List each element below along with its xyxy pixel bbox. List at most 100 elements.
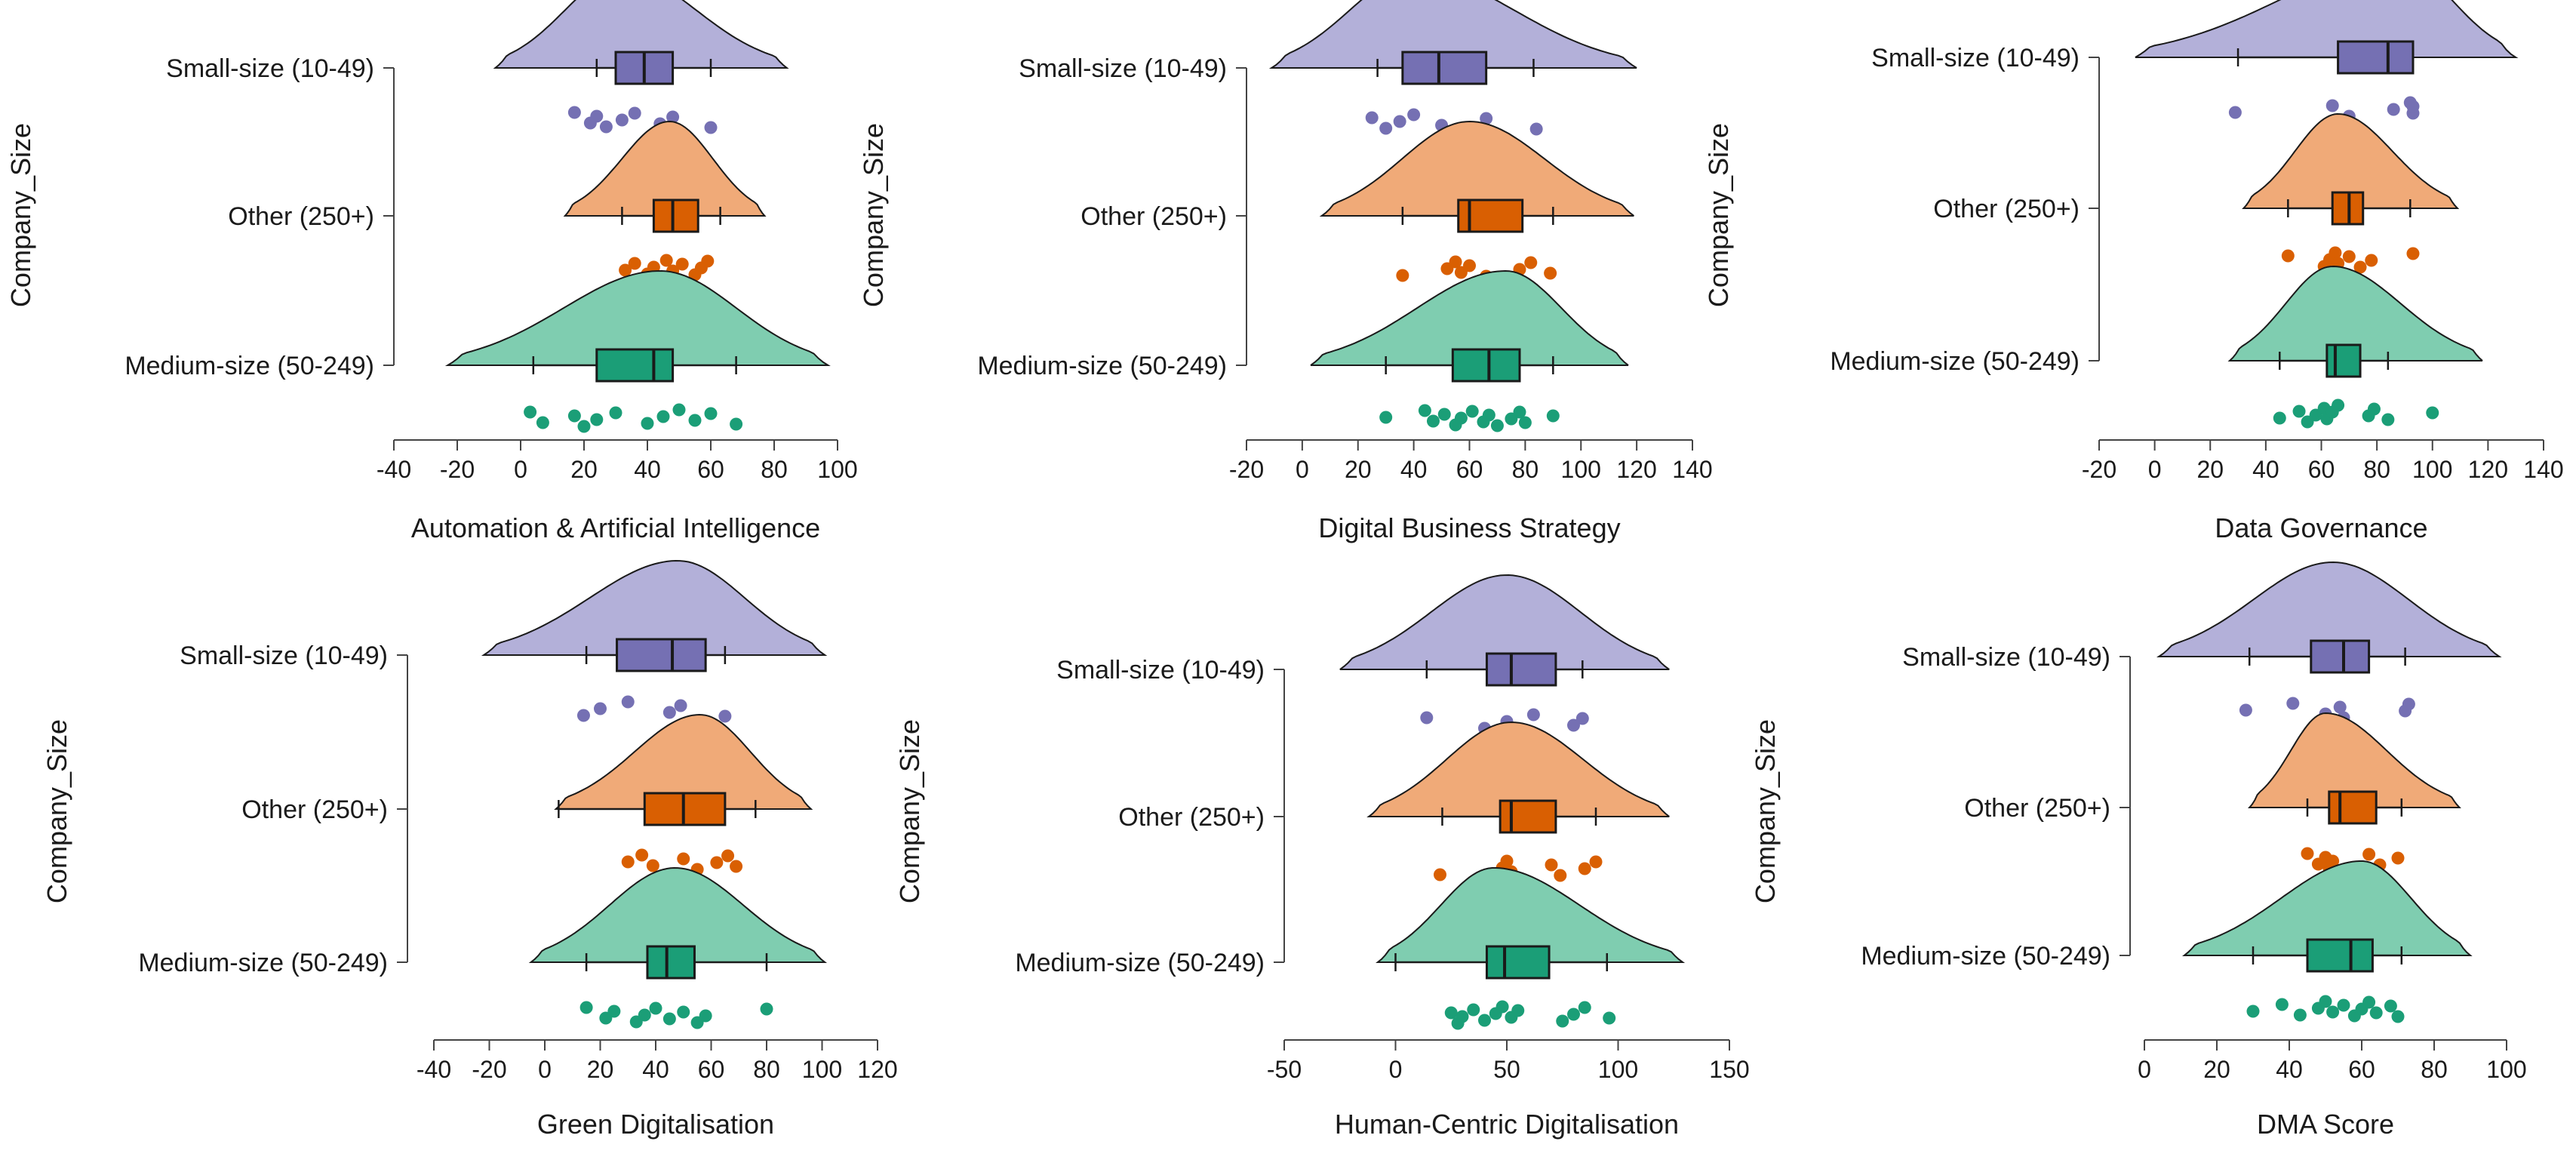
- data-point: [701, 254, 715, 268]
- density-cloud: [444, 269, 831, 366]
- data-point: [1556, 1014, 1569, 1028]
- data-point: [1495, 1000, 1509, 1014]
- x-tick-label: 100: [817, 456, 857, 483]
- data-point: [2228, 106, 2242, 119]
- x-tick-label: 20: [2196, 456, 2224, 483]
- category-label: Small-size (10-49): [1871, 44, 2080, 72]
- data-point: [590, 413, 604, 426]
- data-point: [1490, 419, 1504, 432]
- y-axis-title: Company_Size: [1703, 123, 1734, 307]
- data-point: [1396, 269, 1409, 282]
- box-iqr: [2325, 343, 2362, 378]
- data-point: [730, 860, 743, 873]
- data-point: [1513, 405, 1526, 419]
- group-medium: Medium-size (50-249): [138, 866, 828, 1029]
- x-tick-label: 40: [634, 456, 661, 483]
- data-point: [1467, 1003, 1480, 1017]
- x-tick-label: 80: [761, 456, 788, 483]
- data-point: [1578, 862, 1591, 875]
- density-cloud: [2227, 265, 2483, 361]
- data-point: [672, 403, 686, 417]
- category-label: Small-size (10-49): [1902, 643, 2110, 672]
- data-point: [704, 407, 718, 420]
- data-point: [677, 1005, 690, 1019]
- data-point: [1567, 718, 1580, 732]
- data-point: [2275, 998, 2289, 1011]
- category-label: Small-size (10-49): [166, 54, 374, 83]
- data-point: [1478, 1014, 1491, 1027]
- density-cloud: [2181, 860, 2473, 956]
- box-iqr: [646, 945, 696, 980]
- category-label: Small-size (10-49): [180, 641, 388, 670]
- data-point: [1465, 405, 1479, 418]
- category-label: Other (250+): [1964, 794, 2110, 823]
- group-other: Other (250+): [1933, 112, 2460, 274]
- group-medium: Medium-size (50-249): [1830, 265, 2483, 429]
- x-tick-label: 60: [697, 456, 724, 483]
- box-iqr: [1457, 198, 1524, 233]
- x-tick-label: 80: [2421, 1056, 2448, 1083]
- x-tick-label: 140: [2523, 456, 2563, 483]
- data-point: [567, 409, 581, 423]
- data-point: [1526, 708, 1540, 721]
- data-point: [1544, 266, 1557, 280]
- data-point: [628, 257, 641, 270]
- x-tick-label: 20: [1345, 456, 1372, 483]
- data-point: [1393, 115, 1406, 128]
- data-point: [1418, 404, 1431, 417]
- data-point: [2337, 998, 2350, 1012]
- x-tick-label: 100: [802, 1056, 842, 1083]
- chart-panel: -40 -20 0 20 40 60 80 100 Automation & Artificia…: [5, 0, 858, 543]
- data-point: [2402, 697, 2415, 711]
- category-label: Medium-size (50-249): [1861, 942, 2110, 971]
- data-point: [577, 420, 591, 433]
- data-point: [1589, 855, 1603, 869]
- x-tick-label: -50: [1267, 1056, 1302, 1083]
- data-point: [628, 106, 641, 120]
- box-iqr: [2310, 639, 2371, 674]
- data-point: [718, 709, 732, 723]
- data-point: [2391, 851, 2405, 865]
- data-point: [599, 120, 613, 134]
- data-point: [536, 416, 549, 429]
- x-tick-label: 0: [2138, 1056, 2151, 1083]
- x-tick-label: 0: [514, 456, 527, 483]
- data-point: [594, 702, 607, 715]
- y-axis-title: Company_Size: [41, 719, 72, 903]
- data-point: [1578, 1001, 1591, 1014]
- data-point: [2301, 847, 2314, 860]
- category-label: Medium-size (50-249): [124, 352, 374, 380]
- data-point: [760, 1002, 773, 1016]
- data-point: [688, 414, 702, 427]
- data-point: [2367, 402, 2381, 416]
- data-point: [1434, 868, 1446, 881]
- x-axis-title: Data Governance: [2215, 512, 2427, 543]
- data-point: [1567, 1008, 1580, 1021]
- data-point: [2333, 700, 2347, 714]
- data-point: [2281, 249, 2295, 263]
- x-tick-label: 80: [753, 1056, 780, 1083]
- group-other: Other (250+): [1964, 712, 2461, 875]
- x-tick-label: 60: [1456, 456, 1483, 483]
- group-other: Other (250+): [241, 713, 813, 876]
- x-tick-label: 40: [2252, 456, 2279, 483]
- data-point: [619, 263, 632, 277]
- data-point: [674, 699, 687, 712]
- x-tick-label: 150: [1709, 1056, 1749, 1083]
- x-tick-label: 40: [1400, 456, 1428, 483]
- density-cloud: [1268, 0, 1637, 69]
- data-point: [2362, 848, 2376, 861]
- density-cloud: [481, 559, 828, 656]
- category-label: Other (250+): [1933, 195, 2080, 223]
- data-point: [2329, 246, 2342, 260]
- data-point: [590, 109, 604, 123]
- data-point: [2381, 413, 2395, 426]
- box-iqr: [1499, 799, 1557, 834]
- category-label: Other (250+): [241, 795, 388, 824]
- group-medium: Medium-size (50-249): [1861, 860, 2473, 1023]
- box-iqr: [616, 638, 707, 672]
- box-iqr: [1451, 348, 1521, 383]
- data-point: [2387, 103, 2400, 116]
- x-tick-label: 0: [538, 1056, 552, 1083]
- x-tick-label: 120: [1616, 456, 1656, 483]
